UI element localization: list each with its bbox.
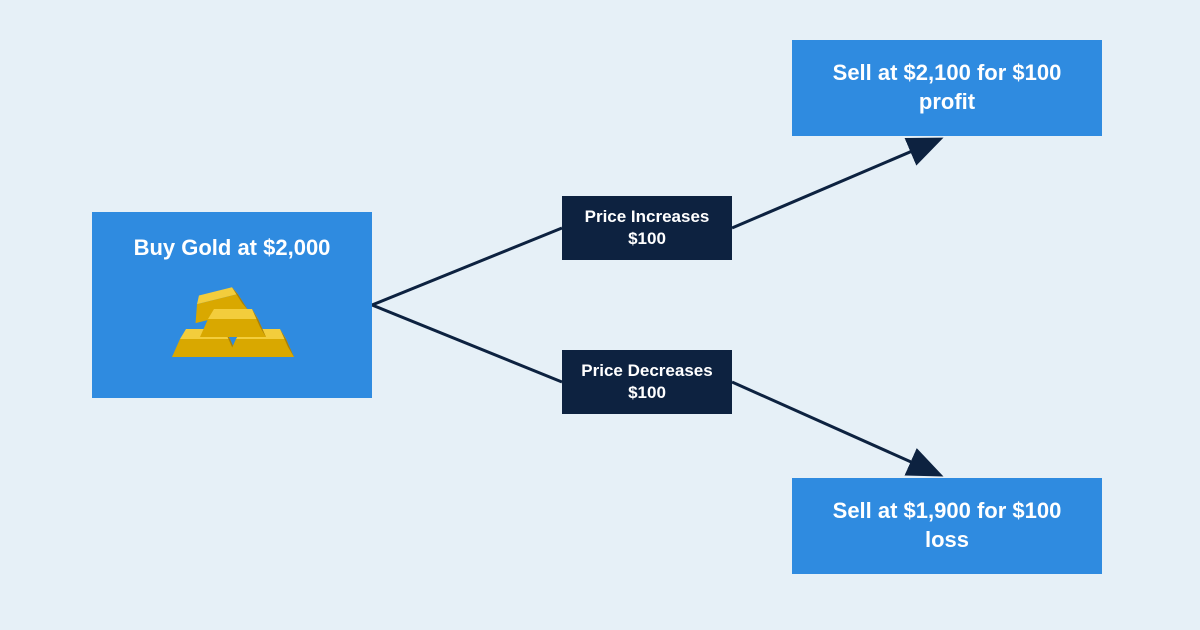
node-price-decreases: Price Decreases $100 [562,350,732,414]
gold-bars-icon [162,271,302,361]
node-sell-profit: Sell at $2,100 for $100 profit [792,40,1102,136]
node-price-increases-label: Price Increases $100 [585,206,710,250]
edge-source-to-mid_down [372,305,562,382]
node-sell-loss-label: Sell at $1,900 for $100 loss [833,497,1062,554]
edge-source-to-mid_up [372,228,562,305]
node-buy-gold: Buy Gold at $2,000 [92,212,372,398]
edge-mid_down-to-out_loss [732,382,938,474]
node-price-decreases-label: Price Decreases $100 [581,360,712,404]
edge-mid_up-to-out_profit [732,140,938,228]
node-buy-gold-label: Buy Gold at $2,000 [134,234,331,263]
node-sell-profit-label: Sell at $2,100 for $100 profit [833,59,1062,116]
node-sell-loss: Sell at $1,900 for $100 loss [792,478,1102,574]
diagram-canvas: Buy Gold at $2,000 [0,0,1200,630]
node-price-increases: Price Increases $100 [562,196,732,260]
